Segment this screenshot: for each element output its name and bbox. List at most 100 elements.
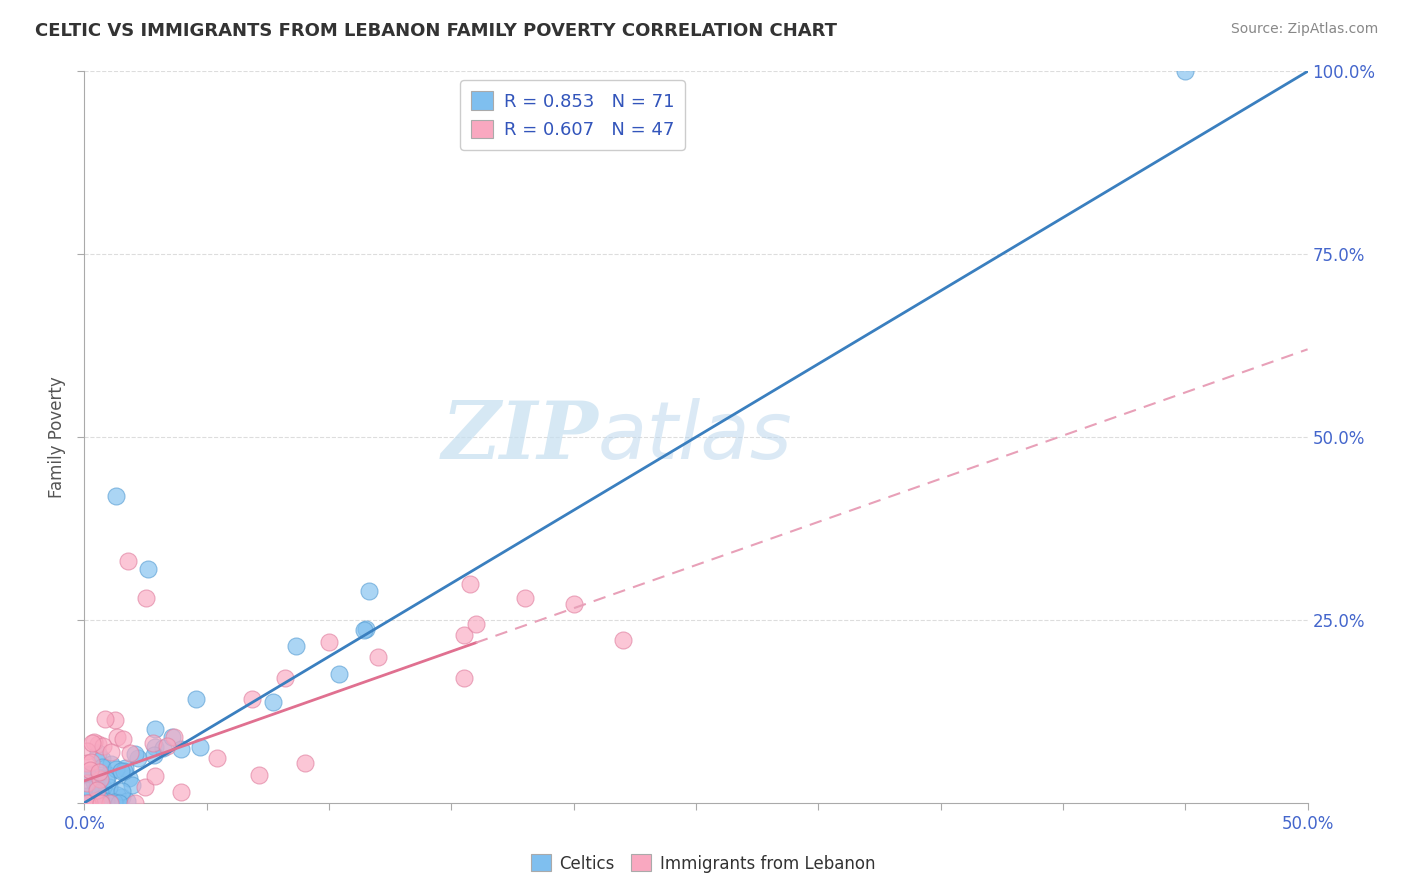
Point [98, 796, 121, 810]
Point [77, 796, 100, 810]
Point [87, 746, 110, 760]
Text: atlas: atlas [598, 398, 793, 476]
Point [79, 763, 101, 777]
Point [118, 772, 141, 786]
Point [162, 730, 184, 744]
Point [76, 796, 98, 810]
Point [91, 780, 114, 795]
Point [453, 672, 475, 686]
Point [94, 712, 117, 726]
Point [87, 737, 110, 751]
Point [91, 760, 114, 774]
Point [170, 785, 193, 799]
Point [367, 649, 389, 664]
Point [79, 781, 101, 796]
Point [87, 770, 110, 784]
Point [142, 748, 165, 763]
Point [107, 795, 129, 809]
Point [76, 767, 98, 781]
Point [294, 756, 316, 770]
Point [77, 796, 100, 810]
Point [105, 489, 128, 503]
Point [134, 780, 156, 794]
Point [136, 562, 159, 576]
Point [117, 794, 139, 808]
Text: Source: ZipAtlas.com: Source: ZipAtlas.com [1230, 22, 1378, 37]
Point [105, 730, 128, 744]
Point [84, 796, 107, 810]
Point [91, 751, 114, 765]
Point [117, 554, 139, 568]
Point [97, 768, 120, 782]
Point [100, 756, 122, 771]
Point [111, 783, 134, 797]
Point [93, 796, 115, 810]
Point [103, 795, 125, 809]
Point [247, 768, 270, 782]
Point [84, 796, 107, 810]
Point [110, 764, 132, 778]
Point [328, 666, 350, 681]
Point [143, 722, 166, 736]
Point [100, 745, 122, 759]
Point [90, 796, 112, 810]
Point [84, 794, 107, 808]
Point [89, 785, 111, 799]
Point [190, 739, 212, 754]
Point [94, 794, 117, 808]
Point [90, 794, 112, 808]
Point [96, 788, 118, 802]
Point [356, 622, 378, 636]
Point [86, 783, 108, 797]
Point [458, 577, 481, 591]
Point [612, 633, 634, 648]
Point [156, 739, 179, 753]
Point [76, 795, 98, 809]
Point [453, 627, 475, 641]
Point [89, 765, 111, 780]
Point [98, 780, 121, 794]
Text: ZIP: ZIP [441, 399, 598, 475]
Legend: R = 0.853   N = 71, R = 0.607   N = 47: R = 0.853 N = 71, R = 0.607 N = 47 [460, 80, 685, 150]
Point [80, 736, 103, 750]
Point [83, 775, 105, 789]
Point [89, 772, 111, 787]
Point [142, 736, 165, 750]
Point [76, 789, 98, 803]
Point [105, 789, 128, 803]
Point [104, 762, 127, 776]
Point [104, 713, 127, 727]
Point [357, 583, 380, 598]
Point [108, 796, 131, 810]
Point [94, 796, 117, 810]
Point [285, 639, 308, 653]
Point [464, 617, 486, 632]
Point [87, 796, 110, 810]
Point [89, 796, 111, 810]
Point [93, 796, 115, 810]
Point [96, 772, 118, 786]
Point [83, 735, 105, 749]
Point [121, 779, 143, 793]
Point [83, 796, 105, 810]
Point [120, 747, 142, 761]
Point [186, 692, 208, 706]
Point [91, 739, 114, 754]
Point [76, 796, 98, 810]
Point [240, 692, 263, 706]
Point [80, 755, 103, 769]
Point [76, 756, 98, 770]
Point [163, 731, 186, 745]
Point [90, 796, 112, 810]
Point [83, 796, 105, 810]
Point [86, 780, 108, 794]
Point [114, 762, 136, 776]
Point [513, 591, 536, 605]
Point [274, 671, 297, 685]
Point [94, 796, 117, 810]
Point [76, 744, 98, 758]
Text: CELTIC VS IMMIGRANTS FROM LEBANON FAMILY POVERTY CORRELATION CHART: CELTIC VS IMMIGRANTS FROM LEBANON FAMILY… [35, 22, 837, 40]
Point [353, 624, 375, 638]
Point [124, 747, 146, 761]
Point [80, 796, 103, 810]
